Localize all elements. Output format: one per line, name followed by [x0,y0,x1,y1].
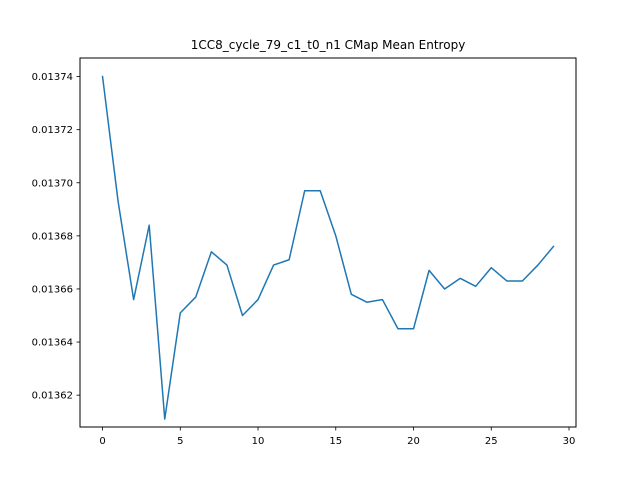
x-tick-label: 15 [329,436,342,447]
x-axis: 0 5 10 15 20 25 30 [99,427,575,447]
x-tick-label: 30 [563,436,576,447]
y-tick-label: 0.01368 [32,231,73,242]
x-tick-label: 5 [177,436,183,447]
y-tick-label: 0.01362 [32,391,73,402]
x-tick-label: 10 [252,436,265,447]
y-tick-label: 0.01372 [32,125,73,136]
chart-title: 1CC8_cycle_79_c1_t0_n1 CMap Mean Entropy [191,38,466,52]
y-tick-label: 0.01374 [32,72,73,83]
y-tick-label: 0.01370 [32,178,73,189]
y-tick-label: 0.01366 [32,284,73,295]
plot-frame [79,57,577,428]
series-line [101,75,555,420]
y-axis: 0.01362 0.01364 0.01366 0.01368 0.01370 0.013… [32,72,80,402]
x-tick-label: 0 [99,436,105,447]
y-tick-label: 0.01364 [32,338,73,349]
x-tick-label: 20 [407,436,420,447]
x-tick-label: 25 [485,436,498,447]
